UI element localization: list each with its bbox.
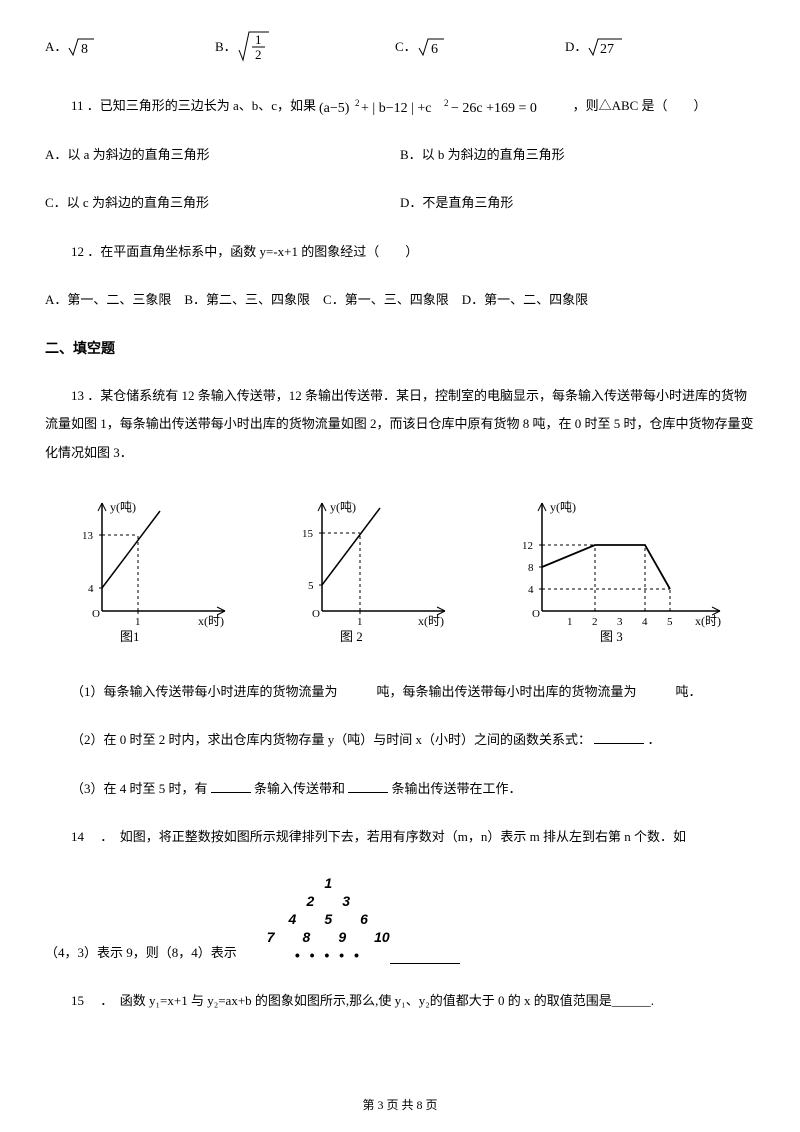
q13-sub2-text: （2）在 0 时至 2 时内，求出仓库内货物存量 y（吨）与时间 x（小时）之间…: [71, 732, 591, 747]
q10-option-a: A． 8: [45, 35, 215, 58]
svg-text:8: 8: [528, 562, 534, 574]
q13-body: 13 ．某仓储系统有 12 条输入传送带，12 条输出传送带．某日，控制室的电脑…: [45, 382, 755, 468]
q11-options-row1: A．以 a 为斜边的直角三角形 B．以 b 为斜边的直角三角形: [45, 143, 755, 166]
svg-text:+ | b−12 | +c: + | b−12 | +c: [361, 101, 432, 116]
sqrt-8-icon: 8: [67, 36, 97, 58]
q11-prefix: 11 ．已知三角形的三边长为 a、b、c，如果: [71, 98, 316, 113]
option-label: D．: [565, 35, 587, 58]
svg-text:1: 1: [255, 32, 262, 47]
svg-text:15: 15: [302, 528, 314, 540]
sqrt-6-icon: 6: [417, 36, 447, 58]
q13-fig2: y(吨) x(时) O 5 15 1 图 2: [290, 493, 460, 650]
q13-fig3: y(吨) x(时) O 4 8 12 1 2 3 4 5 图 3: [510, 493, 730, 650]
svg-text:3: 3: [617, 616, 623, 628]
svg-text:x(时): x(时): [198, 614, 224, 628]
pyramid-row: 4 5 6: [267, 910, 390, 928]
q11-options-row2: C．以 c 为斜边的直角三角形 D．不是直角三角形: [45, 191, 755, 214]
svg-text:O: O: [312, 608, 320, 620]
q10-options-row: A． 8 B． 1 2 C． 6 D． 27: [45, 30, 755, 64]
q14-wrapper: 14 ． 如图，将正整数按如图所示规律排列下去，若用有序数对（m，n）表示 m …: [45, 825, 755, 964]
svg-text:2: 2: [592, 616, 598, 628]
q14-line2-prefix: （4，3）表示 9，则（8，4）表示: [45, 941, 237, 964]
svg-text:x(时): x(时): [695, 614, 721, 628]
svg-text:1: 1: [135, 616, 141, 628]
svg-text:5: 5: [308, 580, 314, 592]
svg-text:O: O: [532, 608, 540, 620]
q13-sub3-p3: 条输出传送带在工作．: [392, 781, 522, 796]
blank: [211, 780, 251, 793]
number-pyramid-icon: 1 2 3 4 5 6 7 8 9 10 • • • • •: [267, 874, 390, 965]
svg-text:12: 12: [522, 540, 533, 552]
svg-text:图 3: 图 3: [600, 629, 623, 643]
q11-opt-b: B．以 b 为斜边的直角三角形: [400, 143, 565, 166]
q10-option-c: C． 6: [395, 35, 565, 58]
svg-text:图1: 图1: [120, 629, 140, 643]
q12-text: 12 ．在平面直角坐标系中，函数 y=-x+1 的图象经过（ ）: [45, 240, 755, 263]
page-footer: 第 3 页 共 8 页: [0, 1095, 800, 1117]
q15-text: 15 ． 函数 y₁=x+1 与 y₂=ax+b 的图象如图所示,那么,使 y₁…: [45, 989, 755, 1012]
q13-sub3-p1: （3）在 4 时至 5 时，有: [71, 781, 208, 796]
section-2-title: 二、填空题: [45, 337, 755, 362]
chart-2-icon: y(吨) x(时) O 5 15 1 图 2: [290, 493, 460, 643]
option-label: A．: [45, 35, 67, 58]
pyramid-row: 2 3: [267, 892, 390, 910]
svg-text:4: 4: [528, 584, 534, 596]
q11-suffix: ，则△ABC 是（ ）: [573, 98, 707, 113]
svg-text:O: O: [92, 608, 100, 620]
svg-text:27: 27: [600, 42, 614, 57]
chart-3-icon: y(吨) x(时) O 4 8 12 1 2 3 4 5 图 3: [510, 493, 730, 643]
svg-text:− 26c +169 = 0: − 26c +169 = 0: [451, 101, 537, 116]
svg-text:x(时): x(时): [418, 614, 444, 628]
svg-text:(a−5): (a−5): [319, 101, 350, 116]
svg-text:图 2: 图 2: [340, 629, 363, 643]
sqrt-27-icon: 27: [587, 36, 625, 58]
q12-options: A．第一、二、三象限 B．第二、三、四象限 C．第一、三、四象限 D．第一、二、…: [45, 288, 755, 311]
svg-text:2: 2: [355, 98, 360, 108]
blank: [390, 951, 460, 964]
sqrt-half-icon: 1 2: [237, 30, 273, 64]
svg-text:1: 1: [567, 616, 573, 628]
q11-formula-icon: (a−5) 2 + | b−12 | +c 2 − 26c +169 = 0: [319, 96, 569, 118]
svg-text:4: 4: [642, 616, 648, 628]
q10-option-b: B． 1 2: [215, 30, 395, 64]
q13-sub3-p2: 条输入传送带和: [254, 781, 345, 796]
pyramid-row: • • • • •: [267, 946, 390, 964]
svg-text:2: 2: [255, 47, 262, 62]
svg-text:13: 13: [82, 530, 94, 542]
svg-text:1: 1: [357, 616, 363, 628]
q11-opt-c: C．以 c 为斜边的直角三角形: [45, 191, 400, 214]
blank: [594, 731, 644, 744]
q13-sub2: （2）在 0 时至 2 时内，求出仓库内货物存量 y（吨）与时间 x（小时）之间…: [45, 728, 755, 751]
svg-text:2: 2: [444, 98, 449, 108]
option-label: C．: [395, 35, 417, 58]
blank: [348, 780, 388, 793]
pyramid-row: 1: [267, 874, 390, 892]
svg-text:y(吨): y(吨): [330, 500, 356, 514]
chart-1-icon: y(吨) x(时) O 4 13 1 图1: [70, 493, 240, 643]
svg-text:5: 5: [667, 616, 673, 628]
q13-sub3: （3）在 4 时至 5 时，有 条输入传送带和 条输出传送带在工作．: [45, 777, 755, 800]
q11-text: 11 ．已知三角形的三边长为 a、b、c，如果 (a−5) 2 + | b−12…: [45, 94, 755, 118]
option-label: B．: [215, 35, 237, 58]
q13-sub2-suffix: ．: [648, 732, 661, 747]
svg-text:y(吨): y(吨): [550, 500, 576, 514]
q14-line1: 14 ． 如图，将正整数按如图所示规律排列下去，若用有序数对（m，n）表示 m …: [45, 825, 755, 848]
pyramid-row: 7 8 9 10: [267, 928, 390, 946]
q13-figures: y(吨) x(时) O 4 13 1 图1 y(吨) x(时) O 5: [45, 493, 755, 650]
q11-opt-a: A．以 a 为斜边的直角三角形: [45, 143, 400, 166]
q10-option-d: D． 27: [565, 35, 625, 58]
svg-text:6: 6: [431, 42, 438, 57]
q13-fig1: y(吨) x(时) O 4 13 1 图1: [70, 493, 240, 650]
q13-sub1: （1）每条输入传送带每小时进库的货物流量为 吨，每条输出传送带每小时出库的货物流…: [45, 680, 755, 703]
svg-text:y(吨): y(吨): [110, 500, 136, 514]
q11-opt-d: D．不是直角三角形: [400, 191, 513, 214]
svg-text:8: 8: [81, 42, 88, 57]
svg-text:4: 4: [88, 583, 94, 595]
